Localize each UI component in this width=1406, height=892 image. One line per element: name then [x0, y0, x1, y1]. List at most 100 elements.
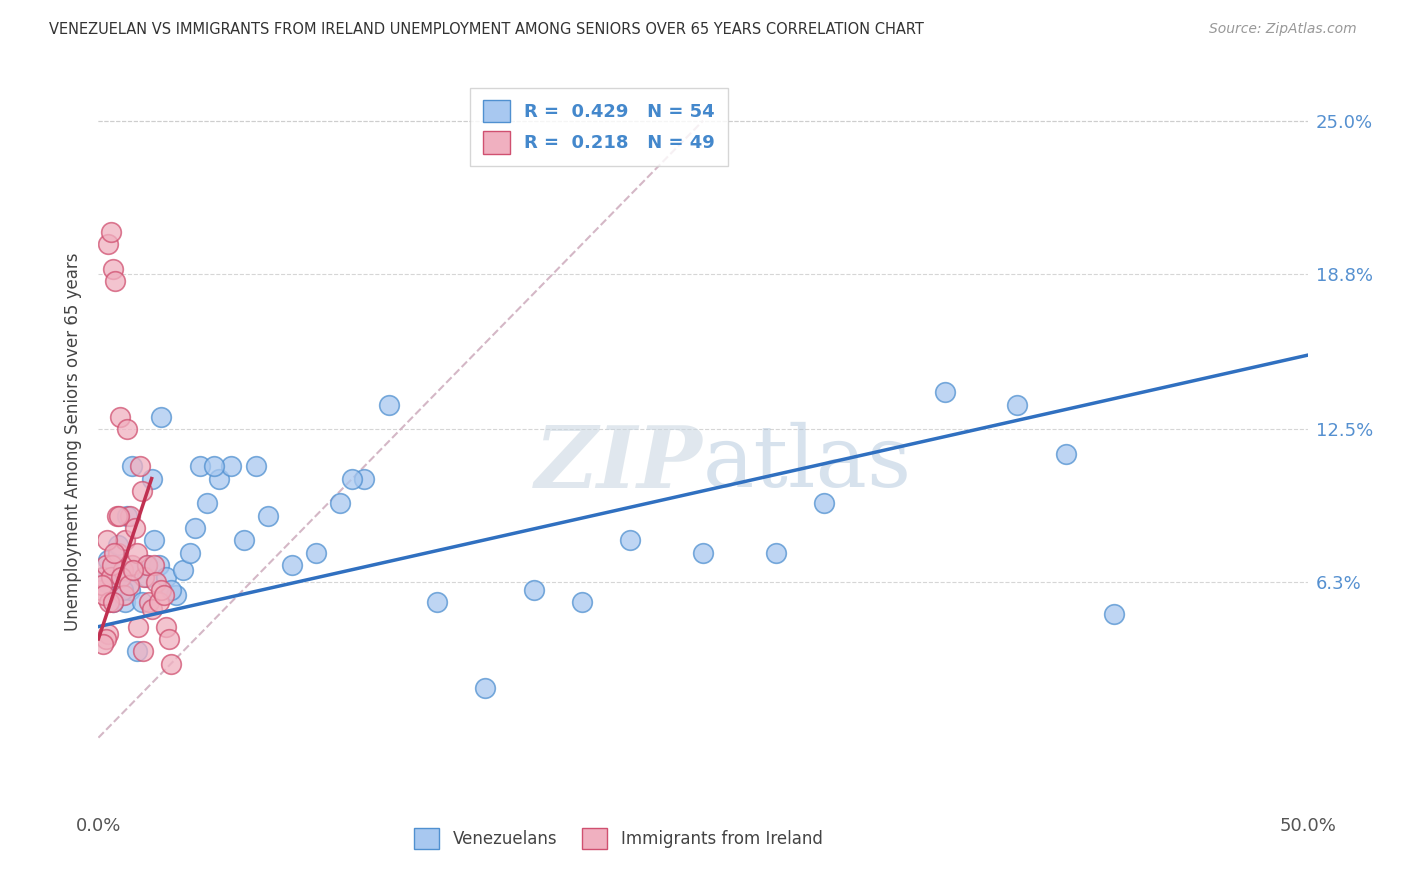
Point [221, 459, 243, 474]
Point [124, 521, 146, 535]
Point [426, 595, 449, 609]
Point [135, 570, 157, 584]
Point [100, 570, 122, 584]
Point [112, 588, 135, 602]
Point [90, 582, 112, 597]
Point [184, 521, 207, 535]
Point [342, 471, 364, 485]
Point [813, 496, 835, 510]
Point [101, 595, 124, 609]
Point [101, 261, 124, 276]
Point [94, 558, 117, 572]
Point [204, 459, 226, 474]
Point [172, 563, 194, 577]
Point [108, 508, 131, 523]
Point [118, 577, 141, 591]
Point [474, 681, 496, 696]
Point [94, 575, 117, 590]
Point [523, 582, 546, 597]
Y-axis label: Unemployment Among Seniors over 65 years: Unemployment Among Seniors over 65 years [65, 252, 83, 631]
Point [157, 632, 180, 646]
Point [208, 471, 231, 485]
Text: atlas: atlas [703, 422, 912, 506]
Point [143, 533, 166, 548]
Point [188, 459, 211, 474]
Point [97, 553, 120, 567]
Text: VENEZUELAN VS IMMIGRANTS FROM IRELAND UNEMPLOYMENT AMONG SENIORS OVER 65 YEARS C: VENEZUELAN VS IMMIGRANTS FROM IRELAND UN… [49, 22, 924, 37]
Point [131, 483, 153, 498]
Point [571, 595, 593, 609]
Point [97, 627, 120, 641]
Point [141, 471, 163, 485]
Point [152, 588, 174, 602]
Point [128, 459, 150, 474]
Point [104, 274, 127, 288]
Point [148, 558, 170, 572]
Point [179, 546, 201, 560]
Point [619, 533, 641, 548]
Point [141, 602, 163, 616]
Point [108, 563, 131, 577]
Point [105, 508, 128, 523]
Point [121, 558, 143, 572]
Point [131, 595, 153, 609]
Point [281, 558, 304, 572]
Point [127, 619, 149, 633]
Point [155, 619, 177, 633]
Point [160, 582, 183, 597]
Point [98, 595, 121, 609]
Point [165, 588, 187, 602]
Point [195, 496, 218, 510]
Point [124, 563, 146, 577]
Point [150, 409, 173, 424]
Text: Source: ZipAtlas.com: Source: ZipAtlas.com [1209, 22, 1357, 37]
Point [148, 595, 170, 609]
Point [107, 538, 129, 552]
Point [103, 546, 125, 560]
Point [100, 558, 122, 572]
Point [150, 582, 173, 597]
Point [329, 496, 352, 510]
Point [155, 570, 177, 584]
Point [934, 385, 956, 400]
Point [100, 225, 122, 239]
Text: ZIP: ZIP [536, 422, 703, 506]
Point [160, 657, 183, 671]
Point [1007, 398, 1029, 412]
Point [118, 582, 141, 597]
Point [135, 558, 157, 572]
Point [94, 632, 117, 646]
Point [121, 459, 143, 474]
Point [122, 563, 145, 577]
Point [91, 637, 114, 651]
Point [127, 644, 149, 658]
Point [1102, 607, 1125, 622]
Point [127, 546, 149, 560]
Point [692, 546, 714, 560]
Point [108, 409, 131, 424]
Point [117, 508, 139, 523]
Point [104, 558, 127, 572]
Point [111, 582, 134, 597]
Point [1054, 447, 1077, 461]
Point [143, 558, 166, 572]
Legend: Venezuelans, Immigrants from Ireland: Venezuelans, Immigrants from Ireland [408, 822, 830, 855]
Point [91, 570, 114, 584]
Point [107, 546, 129, 560]
Point [305, 546, 328, 560]
Point [245, 459, 267, 474]
Point [100, 570, 122, 584]
Point [114, 595, 136, 609]
Point [132, 644, 155, 658]
Point [377, 398, 399, 412]
Point [232, 533, 254, 548]
Point [256, 508, 278, 523]
Point [93, 588, 115, 602]
Point [114, 533, 136, 548]
Point [91, 570, 114, 584]
Point [91, 577, 114, 591]
Point [145, 575, 167, 590]
Point [110, 570, 132, 584]
Point [134, 570, 156, 584]
Point [135, 558, 157, 572]
